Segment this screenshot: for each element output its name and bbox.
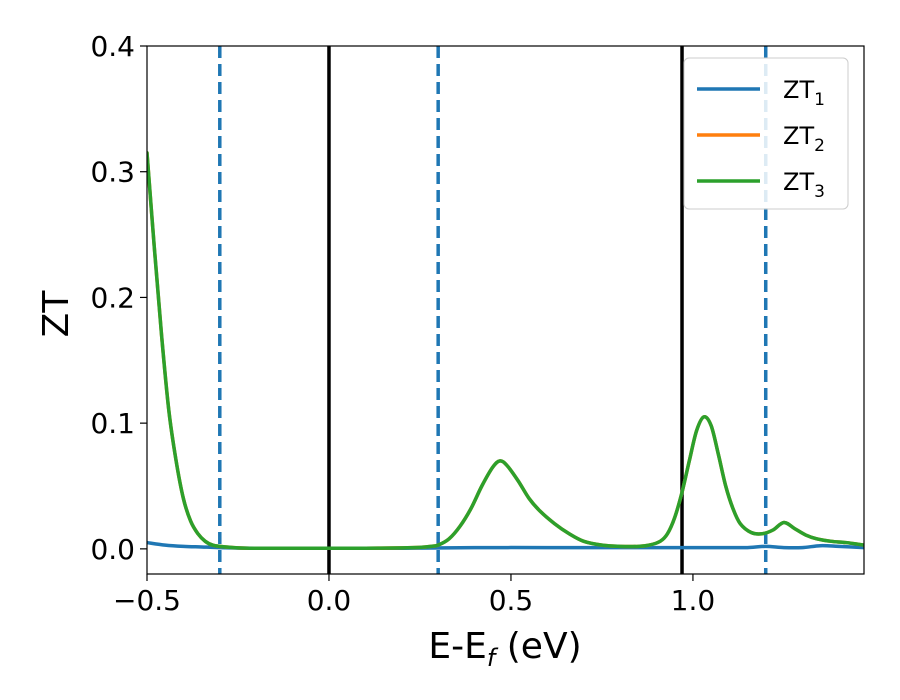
x-axis-label: E-Ef (eV) [428,626,581,672]
series-lines [147,151,864,551]
y-tick-label: 0.3 [90,156,135,189]
x-tick-label: −0.5 [113,584,181,617]
y-axis-ticks: 0.0 0.1 0.2 0.3 0.4 [90,30,147,566]
y-tick-label: 0.4 [90,30,135,63]
series-line-zt3 [147,151,864,551]
legend-label-zt1: ZT1 [783,76,825,110]
legend-label-zt2: ZT2 [783,122,825,156]
plot-frame [146,45,865,575]
series-line-zt1 [147,540,864,551]
y-tick-label: 0.0 [90,533,135,566]
x-tick-label: 1.0 [671,584,716,617]
x-tick-label: 0.0 [307,584,352,617]
legend-label-zt3: ZT3 [783,168,825,202]
x-axis-ticks: −0.5 0.0 0.5 1.0 [113,574,715,617]
legend: ZT1 ZT2 ZT3 [683,57,849,210]
x-tick-label: 0.5 [489,584,534,617]
y-tick-label: 0.2 [90,281,135,314]
y-tick-label: 0.1 [90,407,135,440]
legend-box [683,57,849,210]
y-axis-label: ZT [36,290,77,338]
